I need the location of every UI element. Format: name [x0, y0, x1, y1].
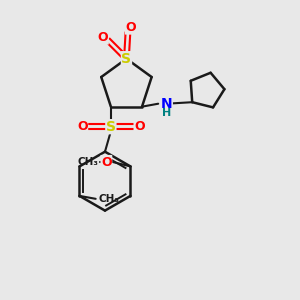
- Text: H: H: [162, 108, 171, 118]
- Text: O: O: [125, 21, 136, 34]
- Text: N: N: [160, 97, 172, 111]
- Text: CH₃: CH₃: [77, 157, 98, 167]
- Text: S: S: [106, 120, 116, 134]
- Text: O: O: [101, 155, 112, 169]
- Text: S: S: [122, 52, 131, 66]
- Text: O: O: [134, 120, 145, 133]
- Text: O: O: [98, 31, 108, 44]
- Text: CH₃: CH₃: [98, 194, 119, 204]
- Text: O: O: [77, 120, 88, 133]
